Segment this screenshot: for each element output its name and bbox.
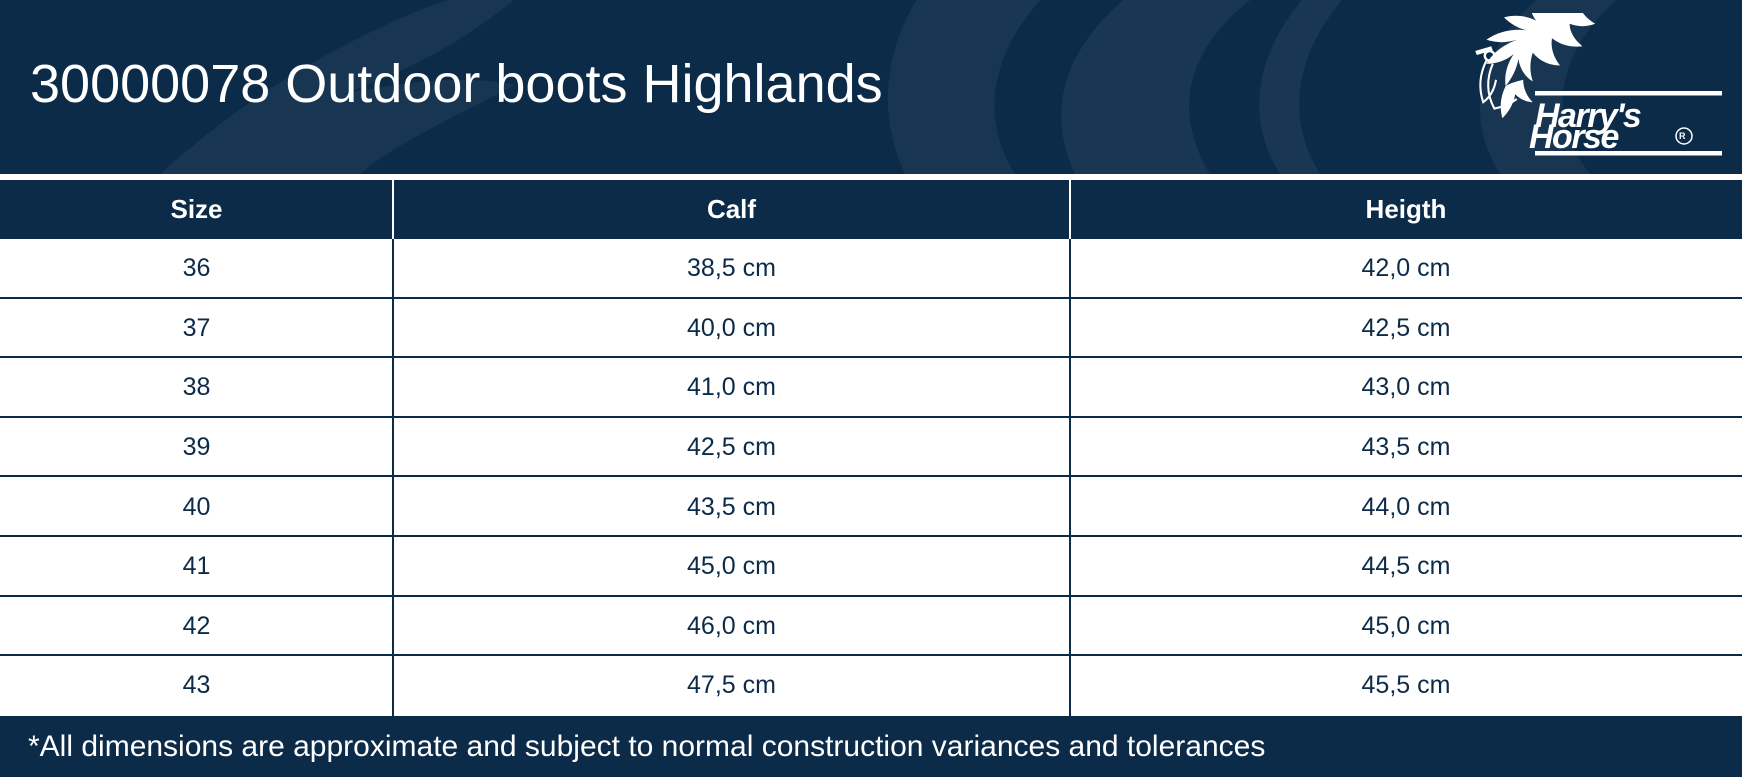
svg-text:R: R: [1679, 131, 1686, 141]
svg-text:Horse: Horse: [1529, 118, 1618, 156]
